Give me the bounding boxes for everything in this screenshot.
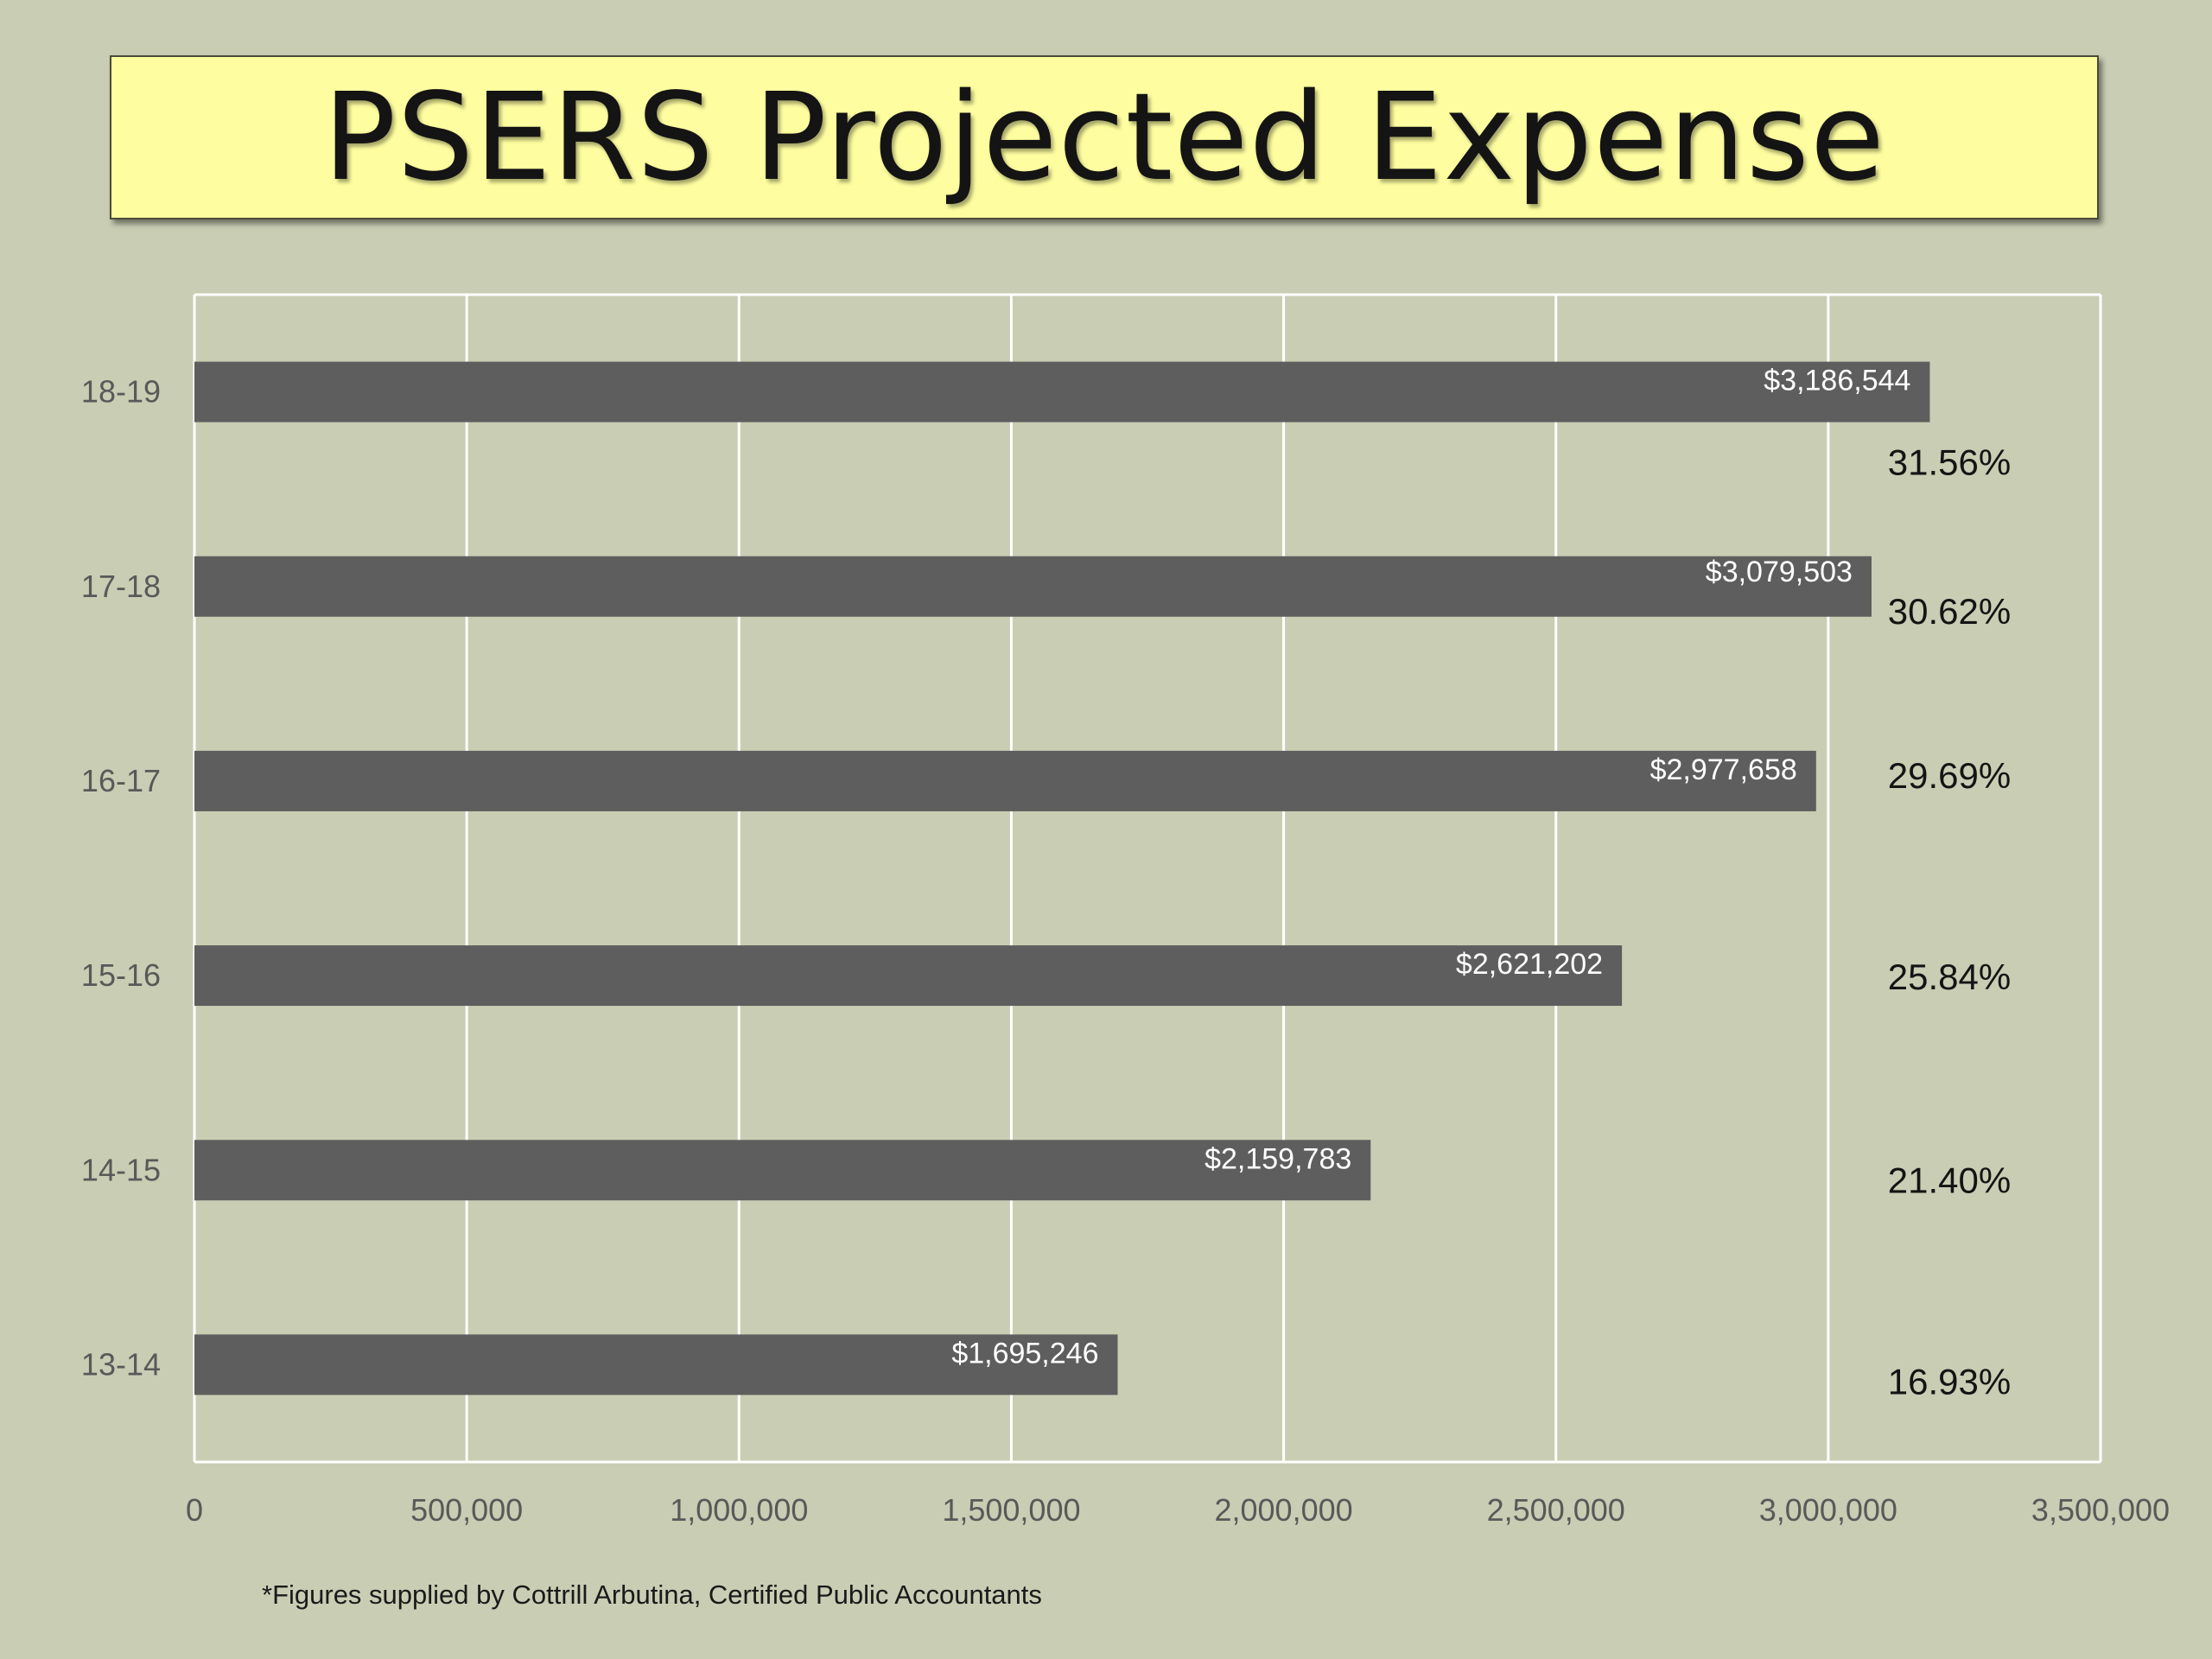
- bar-value-label: $2,977,658: [1650, 753, 1797, 786]
- bar-value-label: $2,621,202: [1456, 948, 1603, 981]
- percent-label: 25.84%: [1888, 957, 2011, 997]
- x-tick-label: 1,500,000: [942, 1492, 1080, 1528]
- x-tick-label: 0: [186, 1492, 203, 1528]
- x-tick-label: 3,500,000: [2031, 1492, 2170, 1528]
- y-category-label: 16-17: [81, 763, 161, 798]
- bar: [194, 1334, 1118, 1395]
- percent-label: 16.93%: [1888, 1361, 2011, 1402]
- bar-value-label: $2,159,783: [1205, 1142, 1351, 1175]
- x-tick-label: 3,000,000: [1759, 1492, 1897, 1528]
- bar: [194, 945, 1623, 1007]
- y-category-label: 17-18: [81, 569, 161, 604]
- bar: [194, 361, 1930, 423]
- bar-value-label: $3,079,503: [1706, 556, 1853, 588]
- bar-value-label: $3,186,544: [1764, 365, 1910, 397]
- x-tick-label: 1,000,000: [670, 1492, 808, 1528]
- y-category-label: 15-16: [81, 957, 161, 993]
- bar-value-label: $1,695,246: [951, 1337, 1098, 1370]
- y-category-label: 14-15: [81, 1152, 161, 1187]
- y-category-label: 13-14: [81, 1346, 161, 1382]
- bar: [194, 556, 1872, 617]
- x-tick-label: 2,500,000: [1487, 1492, 1625, 1528]
- percent-label: 31.56%: [1888, 442, 2011, 483]
- x-tick-label: 2,000,000: [1214, 1492, 1352, 1528]
- title-banner: PSERS Projected Expense: [110, 55, 2099, 219]
- y-category-label: 18-19: [81, 374, 161, 410]
- bar: [194, 1140, 1371, 1201]
- x-tick-label: 500,000: [410, 1492, 523, 1528]
- percent-label: 30.62%: [1888, 591, 2011, 632]
- percent-label: 29.69%: [1888, 755, 2011, 796]
- bar: [194, 750, 1816, 811]
- footnote: *Figures supplied by Cottrill Arbutina, …: [262, 1580, 1042, 1610]
- percent-label: 21.40%: [1888, 1160, 2011, 1200]
- chart-title: PSERS Projected Expense: [323, 67, 1885, 208]
